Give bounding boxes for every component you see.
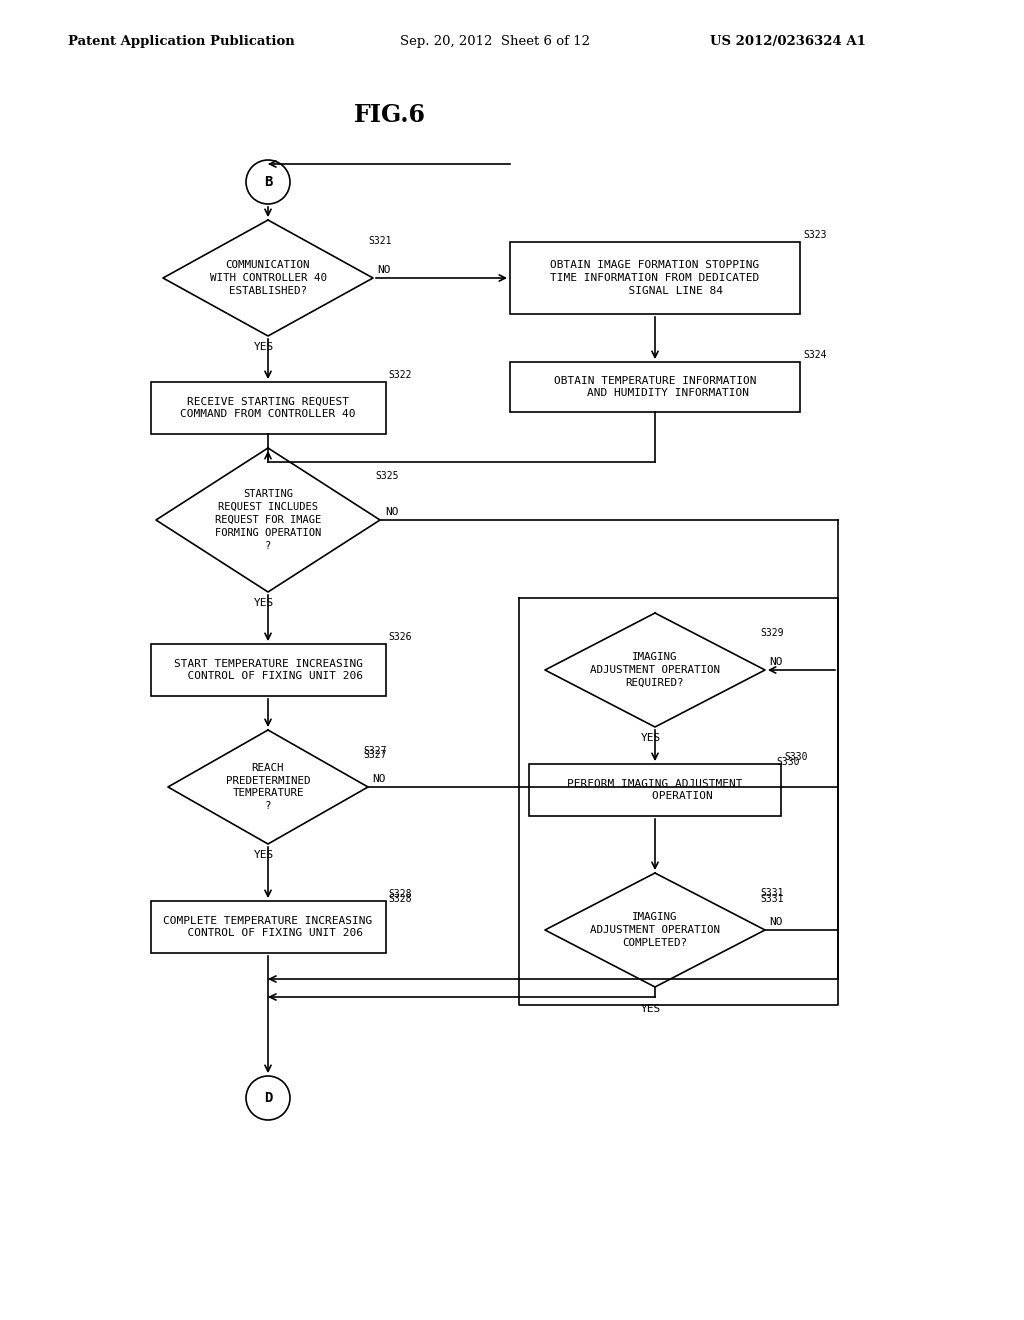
Text: S326: S326 — [388, 632, 412, 642]
Text: COMPLETE TEMPERATURE INCREASING
  CONTROL OF FIXING UNIT 206: COMPLETE TEMPERATURE INCREASING CONTROL … — [164, 916, 373, 939]
Text: IMAGING
ADJUSTMENT OPERATION
REQUIRED?: IMAGING ADJUSTMENT OPERATION REQUIRED? — [590, 652, 720, 688]
Text: NO: NO — [769, 917, 782, 927]
Text: S329: S329 — [760, 628, 783, 639]
Circle shape — [246, 160, 290, 205]
Text: IMAGING
ADJUSTMENT OPERATION
COMPLETED?: IMAGING ADJUSTMENT OPERATION COMPLETED? — [590, 912, 720, 948]
Text: S325: S325 — [375, 471, 398, 480]
Text: START TEMPERATURE INCREASING
  CONTROL OF FIXING UNIT 206: START TEMPERATURE INCREASING CONTROL OF … — [173, 659, 362, 681]
Text: YES: YES — [254, 598, 274, 609]
Bar — [510, 242, 800, 314]
Text: S331: S331 — [760, 894, 783, 903]
Text: YES: YES — [641, 1005, 662, 1014]
Text: S322: S322 — [388, 370, 412, 380]
Text: NO: NO — [377, 265, 390, 275]
Text: S330: S330 — [776, 756, 800, 767]
Polygon shape — [545, 873, 765, 987]
Text: RECEIVE STARTING REQUEST
COMMAND FROM CONTROLLER 40: RECEIVE STARTING REQUEST COMMAND FROM CO… — [180, 396, 355, 420]
Bar — [510, 362, 800, 412]
Polygon shape — [168, 730, 368, 843]
Text: S327: S327 — [362, 751, 386, 760]
Text: STARTING
REQUEST INCLUDES
REQUEST FOR IMAGE
FORMING OPERATION
?: STARTING REQUEST INCLUDES REQUEST FOR IM… — [215, 490, 322, 550]
Bar — [529, 764, 781, 816]
Text: S328: S328 — [388, 888, 412, 899]
Text: PERFORM IMAGING ADJUSTMENT
        OPERATION: PERFORM IMAGING ADJUSTMENT OPERATION — [567, 779, 742, 801]
Text: Sep. 20, 2012  Sheet 6 of 12: Sep. 20, 2012 Sheet 6 of 12 — [400, 36, 590, 49]
Text: US 2012/0236324 A1: US 2012/0236324 A1 — [710, 36, 866, 49]
Text: FIG.6: FIG.6 — [354, 103, 426, 127]
Text: S331: S331 — [760, 888, 783, 899]
Text: S330: S330 — [784, 752, 808, 762]
Polygon shape — [545, 612, 765, 727]
Text: S323: S323 — [803, 230, 826, 240]
Text: NO: NO — [372, 774, 385, 784]
Text: D: D — [264, 1092, 272, 1105]
Text: YES: YES — [641, 733, 662, 743]
Text: COMMUNICATION
WITH CONTROLLER 40
ESTABLISHED?: COMMUNICATION WITH CONTROLLER 40 ESTABLI… — [210, 260, 327, 296]
Text: NO: NO — [769, 657, 782, 667]
Text: YES: YES — [254, 850, 274, 861]
Bar — [151, 381, 385, 434]
Polygon shape — [156, 447, 380, 591]
Text: YES: YES — [254, 342, 274, 352]
Text: S324: S324 — [803, 350, 826, 360]
Text: S321: S321 — [368, 236, 391, 246]
Bar — [151, 644, 385, 696]
Text: NO: NO — [385, 507, 398, 517]
Text: Patent Application Publication: Patent Application Publication — [68, 36, 295, 49]
Text: B: B — [264, 176, 272, 189]
Polygon shape — [163, 220, 373, 337]
Text: REACH
PREDETERMINED
TEMPERATURE
?: REACH PREDETERMINED TEMPERATURE ? — [225, 763, 310, 812]
Text: S328: S328 — [388, 894, 412, 904]
Bar — [151, 902, 385, 953]
Text: OBTAIN TEMPERATURE INFORMATION
    AND HUMIDITY INFORMATION: OBTAIN TEMPERATURE INFORMATION AND HUMID… — [554, 376, 757, 399]
Circle shape — [246, 1076, 290, 1119]
Text: OBTAIN IMAGE FORMATION STOPPING
TIME INFORMATION FROM DEDICATED
      SIGNAL LIN: OBTAIN IMAGE FORMATION STOPPING TIME INF… — [550, 260, 760, 296]
Text: S327: S327 — [362, 746, 386, 755]
